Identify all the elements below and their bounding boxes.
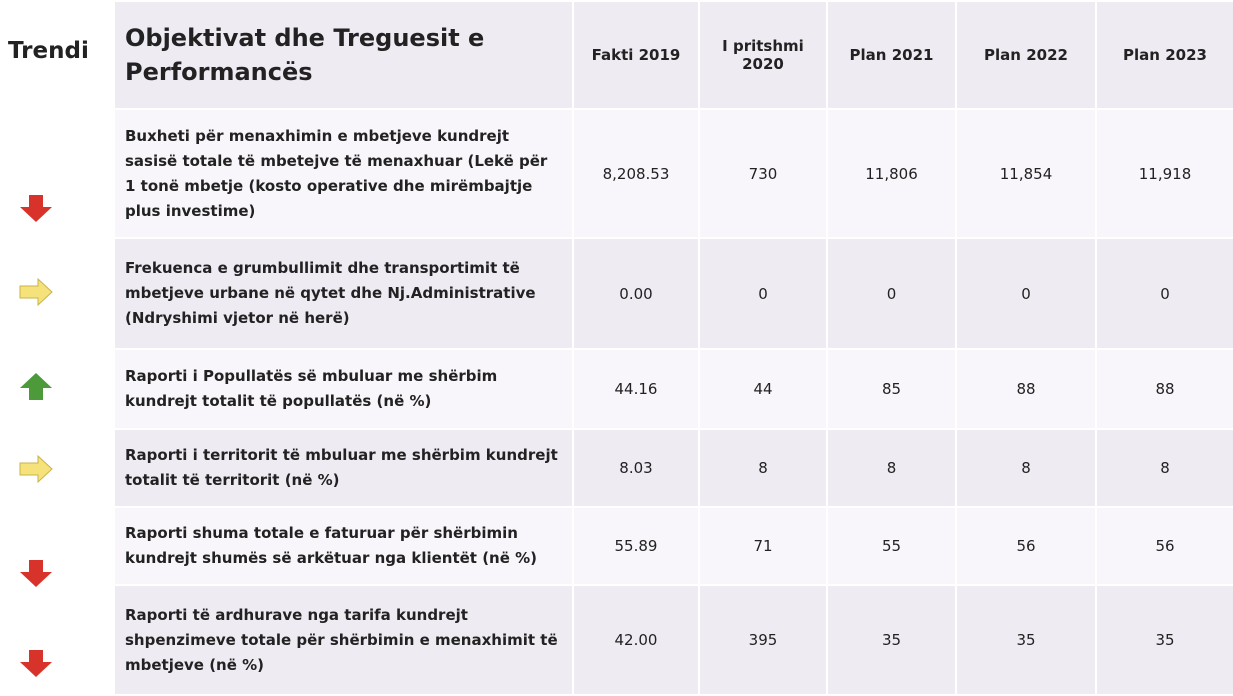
value-cell: 88: [955, 348, 1097, 430]
indicator-cell: Raporti shuma totale e faturuar për shër…: [113, 506, 574, 586]
value-cell: 8: [955, 428, 1097, 508]
indicator-cell: Buxheti për menaxhimin e mbetjeve kundre…: [113, 108, 574, 239]
value-cell: 0: [826, 237, 957, 350]
header-cell: Fakti 2019: [572, 0, 700, 110]
value-cell: 0.00: [572, 237, 700, 350]
value-cell: 8: [1095, 428, 1233, 508]
table-row: Raporti shuma totale e faturuar për shër…: [113, 506, 1233, 586]
value-cell: 730: [698, 108, 828, 239]
value-cell: 88: [1095, 348, 1233, 430]
table-row: Buxheti për menaxhimin e mbetjeve kundre…: [113, 108, 1233, 239]
value-cell: 11,918: [1095, 108, 1233, 239]
table-row: Raporti i territorit të mbuluar me shërb…: [113, 428, 1233, 508]
trend-heading: Trendi: [8, 38, 89, 64]
value-cell: 44.16: [572, 348, 700, 430]
value-cell: 8,208.53: [572, 108, 700, 239]
value-cell: 71: [698, 506, 828, 586]
value-cell: 85: [826, 348, 957, 430]
trend-flat: [19, 454, 53, 484]
header-row: Objektivat dhe Treguesit e Performancës F…: [113, 0, 1233, 110]
value-cell: 44: [698, 348, 828, 430]
value-cell: 8: [698, 428, 828, 508]
value-cell: 395: [698, 584, 828, 696]
indicator-cell: Raporti i territorit të mbuluar me shërb…: [113, 428, 574, 508]
trend-flat: [19, 277, 53, 307]
header-cell: Plan 2023: [1095, 0, 1233, 110]
header-cell: Objektivat dhe Treguesit e Performancës: [113, 0, 574, 110]
header-cell: I pritshmi 2020: [698, 0, 828, 110]
value-cell: 0: [955, 237, 1097, 350]
trend-up: [20, 373, 52, 400]
value-cell: 35: [955, 584, 1097, 696]
value-cell: 35: [1095, 584, 1233, 696]
indicator-cell: Raporti të ardhurave nga tarifa kundrejt…: [113, 584, 574, 696]
trend-down: [20, 560, 52, 587]
table-row: Raporti i Popullatës së mbuluar me shërb…: [113, 348, 1233, 430]
value-cell: 55: [826, 506, 957, 586]
table-row: Raporti të ardhurave nga tarifa kundrejt…: [113, 584, 1233, 696]
value-cell: 35: [826, 584, 957, 696]
value-cell: 11,806: [826, 108, 957, 239]
value-cell: 8.03: [572, 428, 700, 508]
trend-down: [20, 650, 52, 677]
performance-table: Objektivat dhe Treguesit e Performancës F…: [113, 0, 1233, 696]
value-cell: 8: [826, 428, 957, 508]
value-cell: 42.00: [572, 584, 700, 696]
value-cell: 11,854: [955, 108, 1097, 239]
indicator-cell: Frekuenca e grumbullimit dhe transportim…: [113, 237, 574, 350]
table-row: Frekuenca e grumbullimit dhe transportim…: [113, 237, 1233, 350]
header-cell: Plan 2021: [826, 0, 957, 110]
value-cell: 56: [1095, 506, 1233, 586]
value-cell: 0: [698, 237, 828, 350]
value-cell: 55.89: [572, 506, 700, 586]
value-cell: 0: [1095, 237, 1233, 350]
trend-down: [20, 195, 52, 222]
value-cell: 56: [955, 506, 1097, 586]
header-cell: Plan 2022: [955, 0, 1097, 110]
indicator-cell: Raporti i Popullatës së mbuluar me shërb…: [113, 348, 574, 430]
